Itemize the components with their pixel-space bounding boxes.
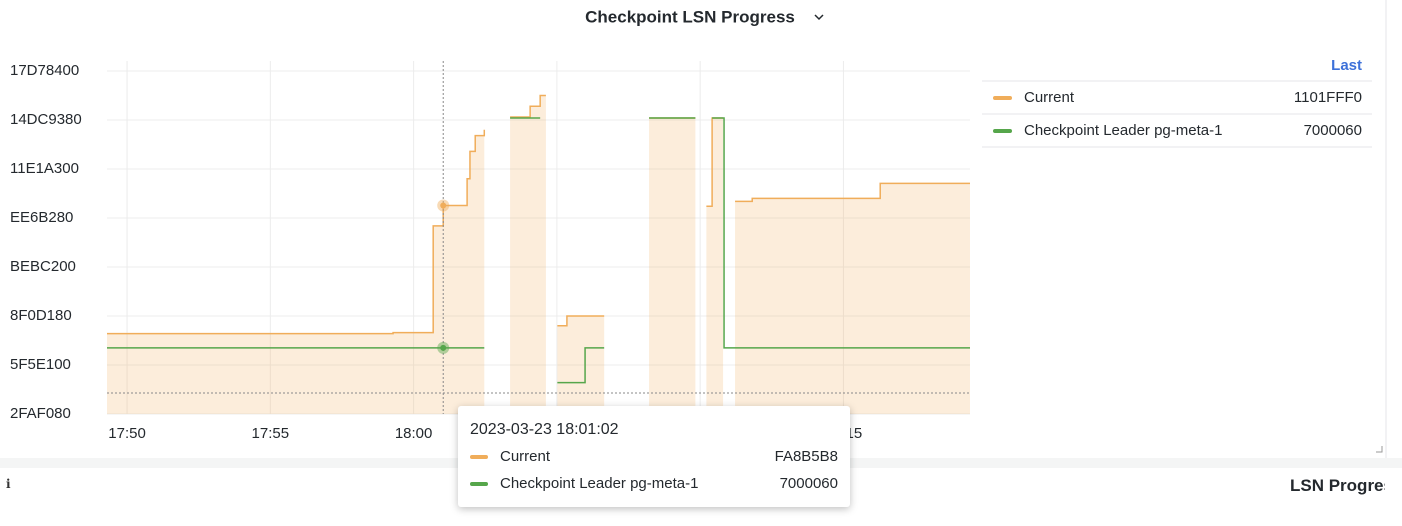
legend-label: Current bbox=[1024, 89, 1075, 106]
legend-label: Checkpoint Leader pg-meta-1 bbox=[1024, 122, 1222, 139]
panel-title[interactable]: Checkpoint LSN Progress bbox=[585, 7, 795, 26]
legend-header: Last bbox=[1331, 57, 1362, 74]
y-tick-label: 5F5E100 bbox=[10, 356, 71, 373]
y-tick-label: 17D78400 bbox=[10, 62, 79, 79]
legend-swatch bbox=[993, 129, 1012, 133]
resize-handle[interactable] bbox=[1376, 446, 1383, 453]
tooltip-series: Checkpoint Leader pg-meta-1 bbox=[500, 475, 699, 492]
y-tick-label: 14DC9380 bbox=[10, 111, 82, 128]
series-line bbox=[107, 129, 486, 335]
tooltip-value: FA8B5B8 bbox=[774, 448, 838, 465]
tooltip-time: 2023-03-23 18:01:02 bbox=[470, 421, 619, 438]
tooltip-row: Checkpoint Leader pg-meta-1 7000060 bbox=[470, 474, 838, 494]
legend-last-value: 1101FFF0 bbox=[1294, 89, 1362, 106]
legend-swatch bbox=[993, 96, 1012, 100]
series-area bbox=[107, 129, 485, 415]
y-tick-label: 11E1A300 bbox=[10, 160, 79, 177]
y-tick-label: BEBC200 bbox=[10, 258, 76, 275]
x-tick-label: 17:55 bbox=[252, 425, 290, 442]
y-tick-label: 2FAF080 bbox=[10, 405, 71, 422]
y-tick-label: 8F0D180 bbox=[10, 307, 72, 324]
series-line bbox=[557, 315, 605, 327]
series-line bbox=[510, 94, 546, 118]
series-area bbox=[510, 95, 546, 414]
series-line bbox=[557, 347, 605, 384]
series-area bbox=[557, 316, 605, 414]
y-tick-label: EE6B280 bbox=[10, 209, 73, 226]
legend-item[interactable]: Checkpoint Leader pg-meta-1 7000060 bbox=[982, 122, 1372, 148]
tooltip-value: 7000060 bbox=[779, 475, 838, 492]
title-chevron[interactable] bbox=[814, 14, 824, 21]
tooltip-swatch bbox=[470, 482, 488, 486]
legend-item[interactable]: Current 1101FFF0 bbox=[982, 89, 1372, 115]
x-tick-label: 18:00 bbox=[395, 425, 433, 442]
series-line bbox=[735, 182, 970, 203]
series-line bbox=[712, 117, 970, 349]
series-area bbox=[735, 183, 970, 414]
info-icon[interactable]: i bbox=[6, 477, 11, 491]
legend-last-value: 7000060 bbox=[1304, 122, 1362, 139]
tooltip-swatch bbox=[470, 455, 488, 459]
hover-point-core bbox=[440, 202, 447, 209]
tooltip-row: Current FA8B5B8 bbox=[470, 447, 838, 467]
tooltip-series: Current bbox=[500, 448, 551, 465]
x-tick-label: 17:50 bbox=[108, 425, 146, 442]
series-area bbox=[706, 118, 724, 414]
hover-point-core bbox=[440, 344, 447, 351]
next-panel-strip: i LSN Progress bbox=[0, 468, 1385, 526]
tooltip: 2023-03-23 18:01:02 Current FA8B5B8 Chec… bbox=[458, 406, 850, 507]
next-panel-title[interactable]: LSN Progress bbox=[1290, 476, 1385, 495]
series-area bbox=[649, 118, 696, 414]
